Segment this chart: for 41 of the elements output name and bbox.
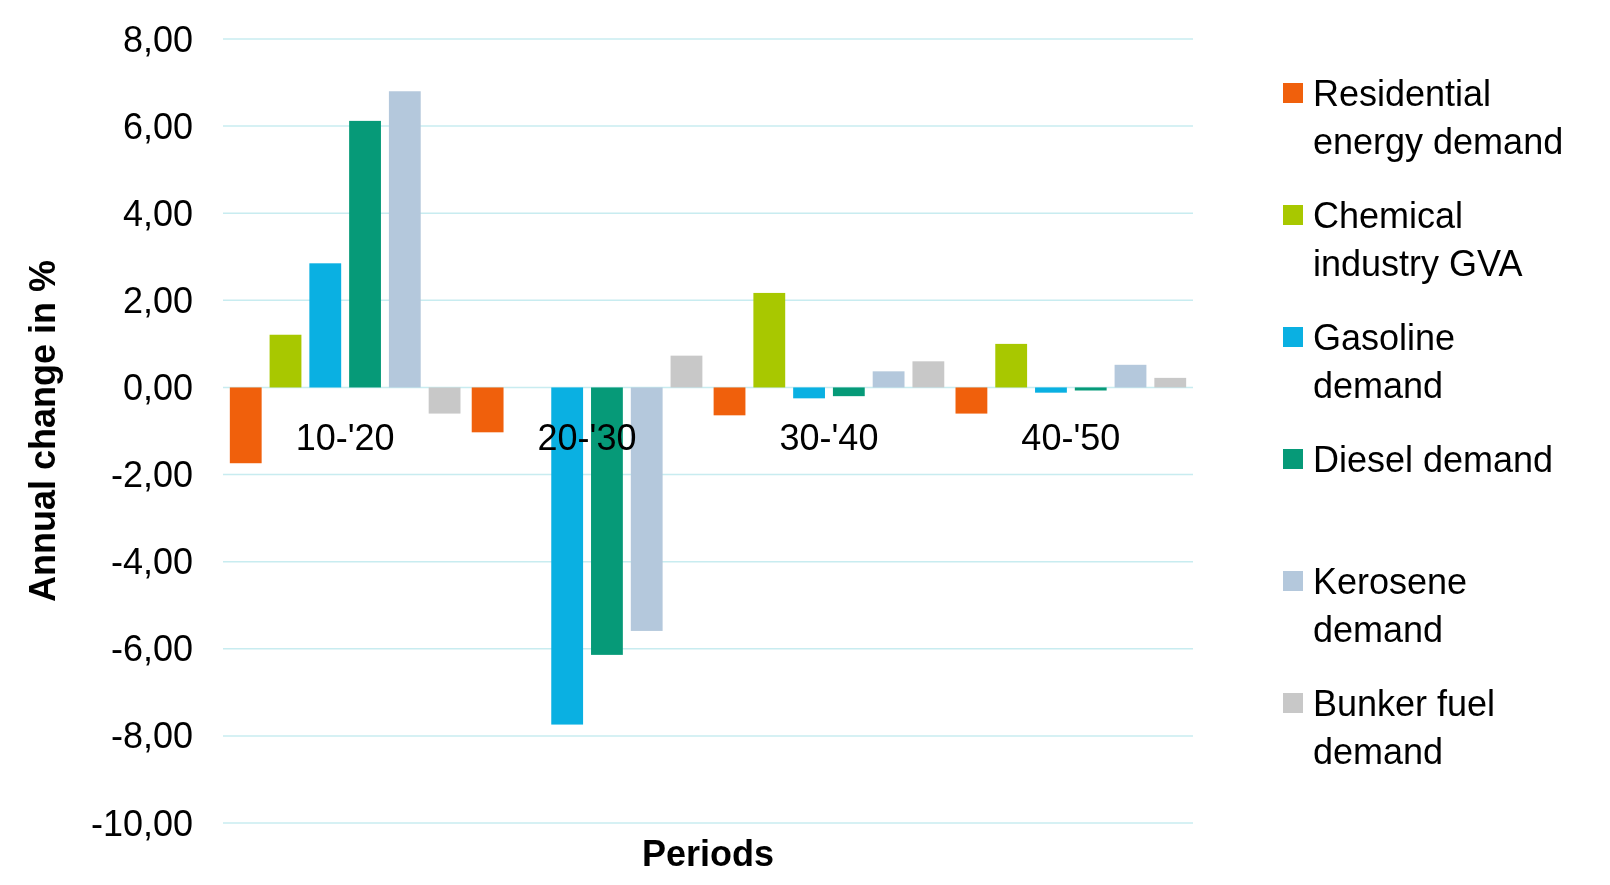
y-tick-label: -4,00 xyxy=(110,541,193,583)
legend-label: Residential energy demand xyxy=(1313,72,1564,162)
bar xyxy=(872,371,905,388)
bar xyxy=(1154,377,1187,388)
y-tick-label: 6,00 xyxy=(122,105,193,147)
x-tick-label: 40-'50 xyxy=(1021,417,1121,459)
y-tick-label: -8,00 xyxy=(110,715,193,757)
y-tick-label: 0,00 xyxy=(122,367,193,409)
bar xyxy=(1074,387,1107,391)
y-tick-label: 4,00 xyxy=(122,192,193,234)
bar xyxy=(471,387,504,433)
x-tick-label: 10-'20 xyxy=(295,417,395,459)
bar xyxy=(269,334,302,388)
bar xyxy=(349,120,381,388)
y-tick-label: -2,00 xyxy=(110,454,193,496)
bar xyxy=(1114,364,1147,388)
bar xyxy=(832,387,865,397)
y-axis-title: Annual change in % xyxy=(21,259,63,603)
legend-label: Kerosene demand xyxy=(1313,560,1468,650)
bar xyxy=(713,387,746,416)
bar xyxy=(670,355,703,388)
legend-label: Chemical industry GVA xyxy=(1313,194,1523,284)
legend-label: Diesel demand xyxy=(1313,438,1554,480)
bar xyxy=(955,387,988,414)
y-tick-label: 2,00 xyxy=(122,279,193,321)
y-tick-label: -6,00 xyxy=(110,628,193,670)
bar xyxy=(912,361,945,388)
legend-label: Gasoline demand xyxy=(1313,316,1456,406)
y-tick-label: 8,00 xyxy=(122,18,193,60)
bar xyxy=(995,343,1028,388)
bar xyxy=(229,387,262,464)
bar xyxy=(309,263,342,388)
bar xyxy=(793,387,825,399)
legend-label: Bunker fuel demand xyxy=(1313,682,1496,772)
bar xyxy=(388,91,421,388)
bar xyxy=(753,292,786,388)
y-tick-label: -10,00 xyxy=(90,802,193,844)
bar xyxy=(428,387,461,414)
x-axis-title: Periods xyxy=(641,832,775,874)
x-tick-label: 30-'40 xyxy=(779,417,879,459)
bar xyxy=(1035,387,1067,393)
